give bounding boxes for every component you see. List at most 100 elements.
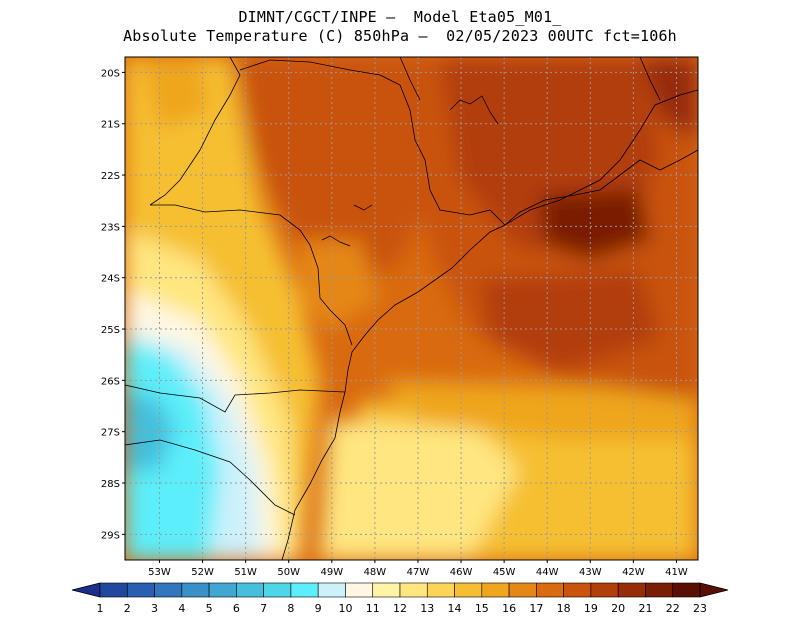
colorbar-label: 19 [584, 602, 598, 615]
colorbar-label: 21 [638, 602, 652, 615]
colorbar-segment [99, 582, 128, 598]
colorbar-label: 10 [338, 602, 352, 615]
chart-title-line-1: DIMNT/CGCT/INPE – Model Eta05_M01_ [238, 8, 562, 26]
lat-tick-label: 29S [101, 530, 120, 541]
lon-tick-label: 53W [148, 567, 171, 578]
colorbar-segment [426, 582, 455, 598]
map-frame [124, 56, 699, 561]
reservoirs [321, 95, 499, 247]
lon-tick-label: 45W [493, 567, 516, 578]
colorbar-label: 4 [178, 602, 185, 615]
colorbar-segment [208, 582, 237, 598]
colorbar-label: 11 [366, 602, 380, 615]
field-hot-core [540, 190, 650, 260]
graticule [125, 57, 698, 560]
border-rio-grande-santa-catarina [125, 439, 296, 516]
field-west-cyan [125, 340, 220, 560]
lat-tick-label: 26S [101, 376, 120, 387]
lat-tick-label: 27S [101, 428, 120, 439]
border-minas-espirito-santo [639, 57, 661, 101]
colorbar-label: 8 [287, 602, 294, 615]
colorbar-label: 16 [502, 602, 516, 615]
field-south-coast [320, 420, 520, 560]
lat-tick-label: 21S [101, 120, 120, 131]
lon-tick-label: 41W [665, 567, 688, 578]
colorbar-label: 12 [393, 602, 407, 615]
border-minas-rio [504, 89, 698, 226]
longitude-labels: 53W 52W 51W 50W 49W 48W 47W 46W 45W 44W 43W 42W 41W [148, 560, 688, 578]
colorbar-label: 2 [124, 602, 131, 615]
colorbar-segment [372, 582, 401, 598]
lon-tick-label: 49W [320, 567, 343, 578]
colorbar-segment [290, 582, 319, 598]
border-mato-grosso-do-sul [149, 57, 241, 206]
lon-tick-label: 50W [277, 567, 300, 578]
colorbar-segment [617, 582, 646, 598]
colorbar-segment [563, 582, 592, 598]
colorbar-segment [181, 582, 210, 598]
field-interior-red [240, 57, 430, 300]
field-parana-orange [300, 240, 380, 330]
lon-tick-label: 52W [191, 567, 214, 578]
chart-title-line-2: Absolute Temperature (C) 850hPa – 02/05/… [123, 27, 677, 45]
lon-tick-label: 42W [622, 567, 645, 578]
colorbar-segment [236, 582, 264, 598]
colorbar-segment [672, 582, 701, 598]
colorbar-segment [536, 582, 564, 598]
colorbar-label: 18 [557, 602, 571, 615]
field-corner-dark [640, 57, 698, 140]
colorbar-label: 20 [611, 602, 625, 615]
colorbar-label: 5 [206, 602, 213, 615]
reservoir-2 [321, 235, 351, 247]
colorbar-segment [317, 582, 346, 598]
lon-tick-label: 46W [450, 567, 473, 578]
colorbar-label: 7 [260, 602, 267, 615]
lon-tick-label: 43W [579, 567, 602, 578]
temperature-field [125, 57, 698, 560]
lon-tick-label: 48W [364, 567, 387, 578]
colorbar-segment [345, 582, 374, 598]
lat-tick-label: 22S [101, 171, 120, 182]
lon-tick-label: 51W [234, 567, 257, 578]
colorbar-label: 23 [693, 602, 707, 615]
colorbar-label: 22 [666, 602, 680, 615]
colorbar-segment [590, 582, 619, 598]
lat-tick-label: 28S [101, 479, 120, 490]
lon-tick-label: 47W [407, 567, 430, 578]
colorbar-label: 3 [151, 602, 158, 615]
field-offshore-red [480, 270, 660, 370]
lat-tick-label: 23S [101, 222, 120, 233]
political-borders [125, 57, 698, 560]
colorbar-arrow-right [699, 582, 729, 598]
colorbar-label: 6 [233, 602, 240, 615]
colorbar-segment [154, 582, 183, 598]
colorbar: 1 2 3 4 5 6 7 8 9 10 11 12 13 14 15 16 17 18 19 20 21 22 23 [71, 582, 729, 615]
colorbar-label: 15 [475, 602, 489, 615]
coastline [281, 149, 698, 560]
colorbar-segment [399, 582, 428, 598]
colorbar-segment [508, 582, 537, 598]
lat-tick-label: 24S [101, 274, 120, 285]
border-santa-catarina-parana [125, 384, 346, 413]
border-northeast [399, 57, 421, 101]
latitude-labels: 20S 21S 22S 23S 24S 25S 26S 27S 28S 29S [101, 68, 125, 541]
border-sao-paulo-minas [239, 59, 506, 226]
field-west-blue [125, 390, 175, 470]
colorbar-segment [454, 582, 483, 598]
colorbar-label: 14 [448, 602, 462, 615]
lat-tick-label: 20S [101, 68, 120, 79]
reservoir-1 [449, 95, 499, 125]
field-nw-orange [140, 60, 210, 130]
colorbar-label: 9 [315, 602, 322, 615]
colorbar-label: 17 [529, 602, 543, 615]
colorbar-segment [126, 582, 155, 598]
border-parana-sao-paulo [150, 204, 353, 346]
colorbar-segment [481, 582, 510, 598]
colorbar-label: 13 [420, 602, 434, 615]
lat-tick-label: 25S [101, 325, 120, 336]
colorbar-segment [645, 582, 674, 598]
colorbar-label: 1 [97, 602, 104, 615]
field-band-orange [380, 380, 698, 440]
colorbar-segment [263, 582, 292, 598]
